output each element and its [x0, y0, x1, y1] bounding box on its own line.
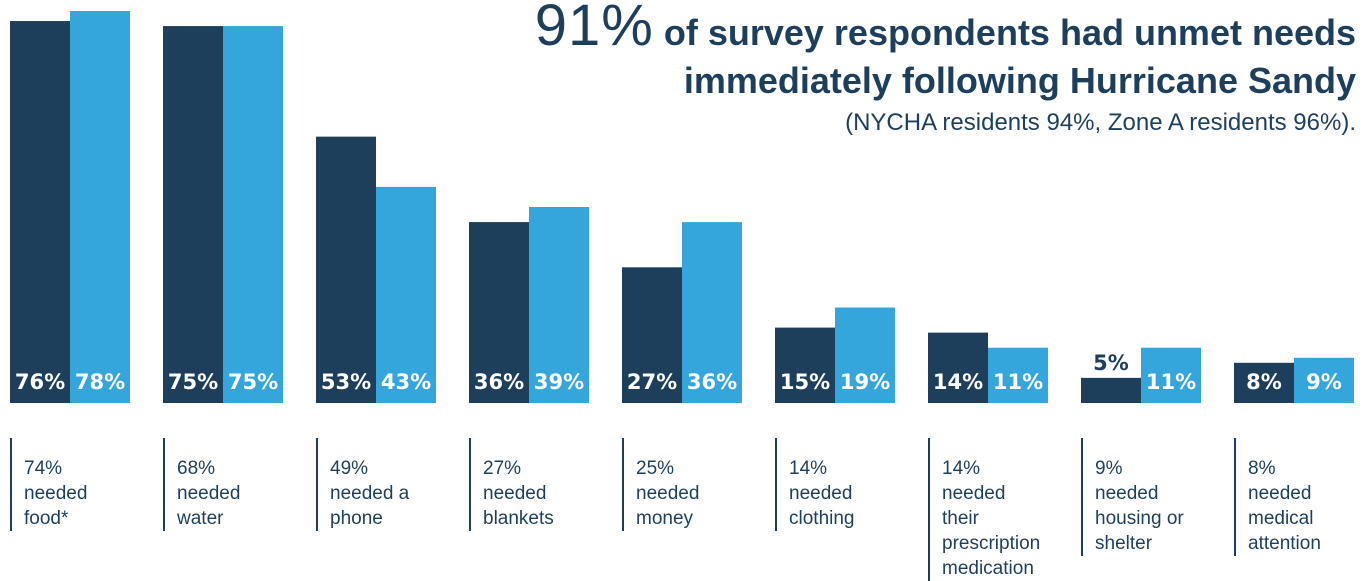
bar-a-8 [1081, 377, 1141, 403]
category-caption-line: 14% [789, 458, 828, 479]
headline-percent: 91% [534, 0, 654, 58]
category-caption-line: needed [24, 483, 88, 504]
bar-a-4 [469, 222, 529, 403]
category-caption-line: medication [942, 558, 1034, 579]
bar-b-4 [529, 207, 589, 403]
bar-label-a-5: 27% [627, 370, 677, 394]
bar-a-9 [1234, 362, 1294, 403]
headline: 91% of survey respondents had unmet needs… [356, 0, 1356, 139]
bar-label-b-3: 43% [381, 370, 431, 394]
bar-label-a-9: 8% [1246, 370, 1282, 394]
category-caption-line: needed [942, 483, 1006, 504]
bar-label-b-6: 19% [840, 370, 890, 394]
category-caption-line: needed [483, 483, 547, 504]
category-caption-line: phone [330, 508, 383, 529]
category-caption-1: 74% needed food* [10, 438, 164, 531]
bar-b-5 [682, 222, 742, 403]
category-caption-line: attention [1248, 533, 1321, 554]
category-caption-line: 9% [1095, 458, 1123, 479]
category-caption-line: 68% [177, 458, 216, 479]
bar-label-b-7: 11% [993, 370, 1043, 394]
category-caption-line: 14% [942, 458, 981, 479]
bar-label-b-9: 9% [1306, 370, 1342, 394]
bar-label-a-8: 5% [1093, 351, 1129, 375]
headline-line1: 91% of survey respondents had unmet needs [356, 0, 1356, 59]
category-caption-9: 8% needed medical attention [1234, 438, 1372, 556]
category-caption-line: needed [1095, 483, 1159, 504]
category-caption-line: 49% [330, 458, 369, 479]
bar-a-5 [622, 267, 682, 403]
bar-b-9 [1294, 357, 1354, 403]
bar-label-b-8: 11% [1146, 370, 1196, 394]
bar-a-3 [316, 136, 376, 403]
bar-b-3 [376, 186, 436, 403]
bar-a-7 [928, 332, 988, 403]
category-caption-2: 68% needed water [163, 438, 317, 531]
category-caption-line: needed [177, 483, 241, 504]
bar-label-b-5: 36% [687, 370, 737, 394]
bar-label-b-1: 78% [75, 370, 125, 394]
bar-b-2 [223, 26, 283, 403]
category-caption-line: 8% [1248, 458, 1276, 479]
bar-b-6 [835, 307, 895, 403]
category-caption-line: clothing [789, 508, 855, 529]
bar-b-8 [1141, 347, 1201, 403]
category-caption-line: housing or [1095, 508, 1184, 529]
category-caption-line: water [177, 508, 224, 529]
bar-b-7 [988, 347, 1048, 403]
category-caption-line: prescription [942, 533, 1041, 554]
bar-label-a-1: 76% [15, 370, 65, 394]
bar-label-a-3: 53% [321, 370, 371, 394]
bar-label-a-7: 14% [933, 370, 983, 394]
category-caption-line: medical [1248, 508, 1314, 529]
category-caption-line: shelter [1095, 533, 1153, 554]
category-caption-3: 49% needed a phone [316, 438, 470, 531]
category-caption-line: needed [1248, 483, 1312, 504]
category-caption-8: 9% needed housing or shelter [1081, 438, 1235, 556]
headline-text-1: of survey respondents had unmet needs [663, 12, 1356, 53]
category-caption-6: 14% needed clothing [775, 438, 929, 531]
bar-label-b-2: 75% [228, 370, 278, 394]
bar-a-6 [775, 327, 835, 403]
category-caption-line: 74% [24, 458, 63, 479]
category-caption-7: 14% needed their prescription medication [928, 438, 1082, 581]
category-caption-line: 27% [483, 458, 522, 479]
category-caption-line: needed [789, 483, 853, 504]
bar-label-a-2: 75% [168, 370, 218, 394]
category-caption-4: 27% needed blankets [469, 438, 623, 531]
bar-b-1 [70, 11, 130, 403]
headline-subtitle: (NYCHA residents 94%, Zone A residents 9… [845, 109, 1356, 136]
category-caption-line: money [636, 508, 694, 529]
category-caption-line: their [942, 508, 979, 529]
category-caption-line: blankets [483, 508, 554, 529]
bar-a-1 [10, 21, 70, 404]
bar-label-a-4: 36% [474, 370, 524, 394]
bar-label-b-4: 39% [534, 370, 584, 394]
bar-label-a-6: 15% [780, 370, 830, 394]
category-caption-line: 25% [636, 458, 675, 479]
category-caption-line: food* [24, 508, 69, 529]
category-caption-5: 25% needed money [622, 438, 776, 531]
category-caption-line: needed a [330, 483, 410, 504]
bar-a-2 [163, 26, 223, 403]
headline-line2: immediately following Hurricane Sandy [683, 60, 1356, 101]
category-caption-line: needed [636, 483, 700, 504]
